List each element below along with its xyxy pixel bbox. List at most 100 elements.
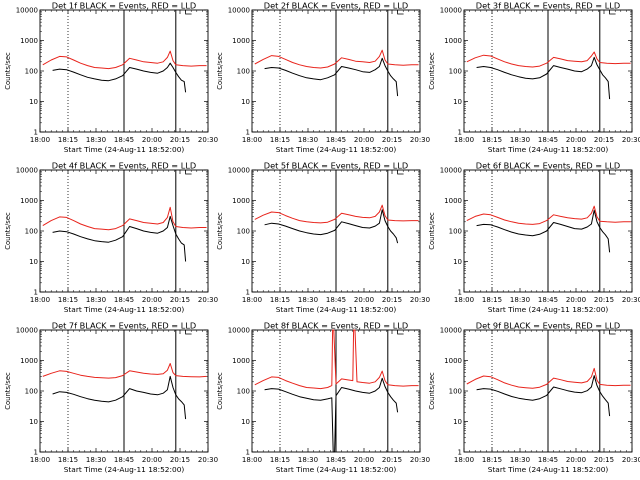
x-tick-label: 20:00 <box>566 456 586 464</box>
x-axis-label: Start Time (24-Aug-11 18:52:00) <box>64 305 185 314</box>
y-tick-label: 10 <box>29 418 38 426</box>
x-tick-label: 18:30 <box>86 136 106 144</box>
y-tick-label: 10000 <box>16 7 38 15</box>
y-axis-label: Counts/sec <box>4 52 12 90</box>
x-tick-label: 18:00 <box>242 456 262 464</box>
y-tick-label: 100 <box>25 388 38 396</box>
y-tick-label: 10000 <box>16 327 38 335</box>
x-axis-label: Start Time (24-Aug-11 18:52:00) <box>276 145 397 154</box>
x-axis-label: Start Time (24-Aug-11 18:52:00) <box>64 145 185 154</box>
y-axis-label: Counts/sec <box>428 372 436 410</box>
x-tick-label: 18:30 <box>298 296 318 304</box>
y-axis-label: Counts/sec <box>4 372 12 410</box>
x-tick-label: 18:15 <box>58 136 78 144</box>
y-tick-label: 1000 <box>444 357 462 365</box>
x-tick-label: 18:00 <box>242 296 262 304</box>
corner-marker <box>609 170 616 175</box>
x-tick-label: 18:00 <box>30 296 50 304</box>
events-series-line <box>52 62 187 93</box>
corner-marker <box>609 10 616 15</box>
lld-series-line <box>42 50 207 70</box>
x-tick-label: 20:00 <box>354 136 374 144</box>
panel-8: 1 10 100 1000 10000 18:00 18:15 18:30 18:45 20:00… <box>216 321 430 475</box>
y-tick-label: 1 <box>458 289 462 297</box>
x-tick-label: 20:15 <box>170 456 190 464</box>
x-tick-label: 18:15 <box>270 296 290 304</box>
x-tick-label: 18:00 <box>242 136 262 144</box>
y-axis-label: Counts/sec <box>216 212 224 250</box>
y-tick-label: 100 <box>237 228 250 236</box>
x-tick-label: 18:30 <box>510 456 530 464</box>
x-tick-label: 18:15 <box>482 296 502 304</box>
x-tick-label: 20:00 <box>142 456 162 464</box>
x-tick-label: 20:15 <box>170 136 190 144</box>
y-axis-label: Counts/sec <box>428 212 436 250</box>
events-series-line <box>476 209 611 253</box>
x-tick-label: 20:30 <box>410 296 430 304</box>
y-tick-label: 100 <box>449 68 462 76</box>
x-tick-label: 18:00 <box>30 136 50 144</box>
x-tick-label: 18:45 <box>114 136 134 144</box>
panel-3: 1 10 100 1000 10000 18:00 18:15 18:30 18:45 20:00… <box>428 1 640 155</box>
x-tick-label: 18:00 <box>454 296 474 304</box>
y-tick-label: 10 <box>453 418 462 426</box>
x-tick-label: 18:15 <box>270 136 290 144</box>
x-tick-label: 18:30 <box>510 136 530 144</box>
corner-marker <box>397 10 404 15</box>
y-tick-label: 100 <box>25 228 38 236</box>
y-tick-label: 10000 <box>228 167 250 175</box>
y-tick-label: 1 <box>458 129 462 137</box>
x-axis-label: Start Time (24-Aug-11 18:52:00) <box>276 305 397 314</box>
x-tick-label: 18:30 <box>86 296 106 304</box>
panel-6: 1 10 100 1000 10000 18:00 18:15 18:30 18:45 20:00… <box>428 161 640 315</box>
corner-marker <box>185 170 192 175</box>
y-tick-label: 1000 <box>232 357 250 365</box>
y-tick-label: 1 <box>246 129 250 137</box>
x-tick-label: 18:30 <box>298 456 318 464</box>
y-tick-label: 1 <box>458 449 462 457</box>
x-tick-label: 20:30 <box>410 456 430 464</box>
x-tick-label: 18:15 <box>58 296 78 304</box>
lld-series-line <box>254 204 419 224</box>
events-series-line <box>476 56 611 100</box>
y-axis-label: Counts/sec <box>428 52 436 90</box>
y-tick-label: 100 <box>449 388 462 396</box>
y-tick-label: 10 <box>29 98 38 106</box>
lld-series-line <box>42 206 207 231</box>
x-tick-label: 20:15 <box>594 456 614 464</box>
panel-9: 1 10 100 1000 10000 18:00 18:15 18:30 18:45 20:00… <box>428 321 640 475</box>
corner-marker <box>397 330 404 335</box>
y-tick-label: 10000 <box>228 7 250 15</box>
panel-4: 1 10 100 1000 10000 18:00 18:15 18:30 18:45 20:00… <box>4 161 218 315</box>
events-series-line <box>264 209 399 244</box>
events-series-line <box>52 375 187 420</box>
corner-marker <box>185 330 192 335</box>
y-axis-label: Counts/sec <box>216 372 224 410</box>
y-tick-label: 100 <box>237 68 250 76</box>
x-tick-label: 20:15 <box>170 296 190 304</box>
lld-series-line <box>466 51 631 68</box>
corner-marker <box>397 170 404 175</box>
x-tick-label: 20:15 <box>594 136 614 144</box>
y-tick-label: 1 <box>34 129 38 137</box>
x-tick-label: 18:45 <box>114 296 134 304</box>
x-tick-label: 20:15 <box>594 296 614 304</box>
y-tick-label: 1000 <box>20 197 38 205</box>
y-tick-label: 10 <box>241 418 250 426</box>
panel-title: Det 5f BLACK = Events, RED = LLD <box>264 161 408 171</box>
x-tick-label: 18:15 <box>482 456 502 464</box>
x-tick-label: 20:30 <box>622 296 640 304</box>
y-tick-label: 10000 <box>440 327 462 335</box>
y-tick-label: 10000 <box>228 327 250 335</box>
panel-title: Det 3f BLACK = Events, RED = LLD <box>476 1 620 11</box>
y-axis-label: Counts/sec <box>216 52 224 90</box>
panel-title: Det 8f BLACK = Events, RED = LLD <box>264 321 408 331</box>
x-tick-label: 18:30 <box>86 456 106 464</box>
y-tick-label: 1000 <box>232 197 250 205</box>
x-tick-label: 20:00 <box>566 136 586 144</box>
y-axis-label: Counts/sec <box>4 212 12 250</box>
y-tick-label: 10 <box>453 258 462 266</box>
y-tick-label: 100 <box>25 68 38 76</box>
panel-title: Det 2f BLACK = Events, RED = LLD <box>264 1 408 11</box>
x-tick-label: 18:45 <box>538 296 558 304</box>
